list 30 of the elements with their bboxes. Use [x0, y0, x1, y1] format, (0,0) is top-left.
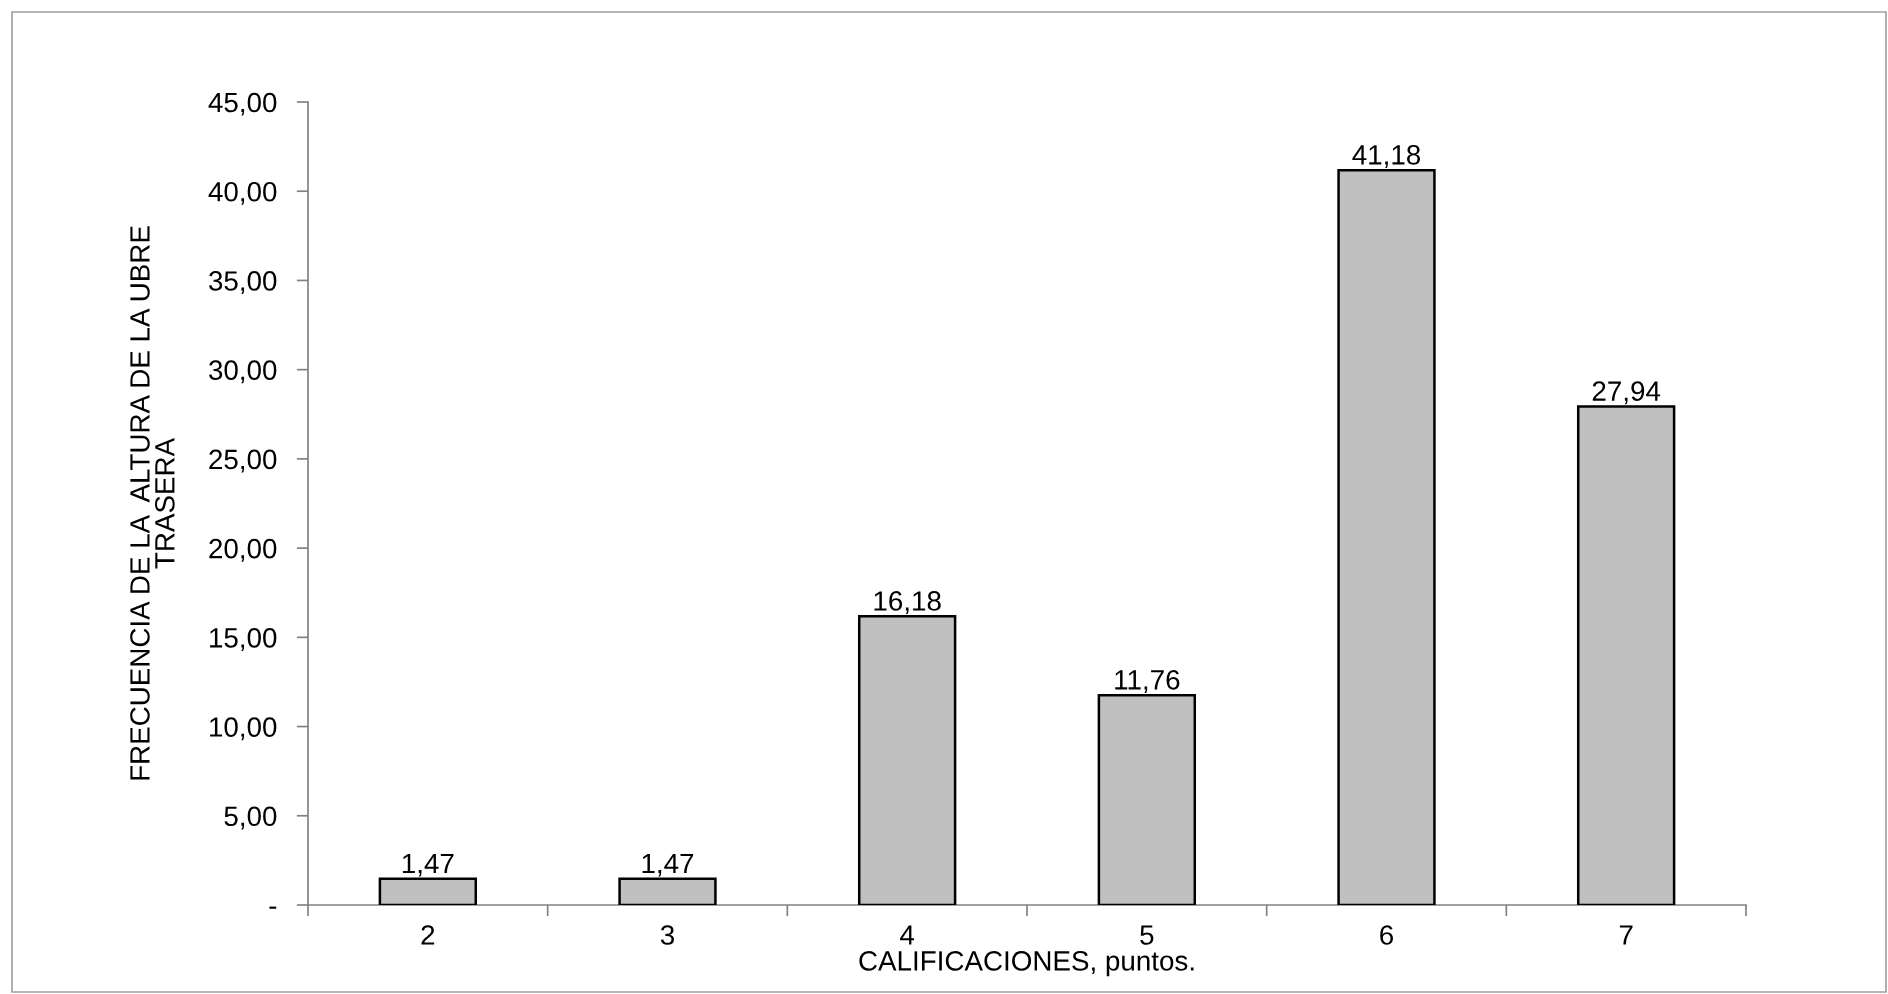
data-label: 11,76 [1115, 669, 1180, 693]
data-label: 1,47 [402, 853, 454, 877]
y-tick-label: 20,00 [209, 538, 277, 562]
data-label: 27,94 [1592, 381, 1661, 405]
x-tick-label: 3 [660, 925, 674, 945]
y-tick-label: 15,00 [210, 628, 277, 651]
bar [1576, 405, 1676, 905]
x-tick-label: 5 [1140, 925, 1154, 945]
data-label: 16,18 [874, 591, 941, 615]
y-tick-label: 5,00 [224, 806, 277, 830]
y-tick-label: 35,00 [209, 271, 277, 295]
x-tick-label: 4 [900, 925, 915, 945]
x-tick-label: 7 [1619, 925, 1633, 945]
x-tick-label: 6 [1380, 925, 1393, 945]
y-tick-label: - [269, 906, 277, 909]
y-tick-label: 30,00 [209, 360, 277, 384]
y-axis-title: FRECUENCIA DE LA ALTURA DE LA UBRE TRASERA [130, 226, 175, 780]
x-tick-label: 2 [421, 925, 435, 945]
bar [618, 877, 717, 905]
y-tick-label: 45,00 [208, 92, 277, 116]
y-tick-label: 25,00 [209, 449, 277, 473]
y-tick-label: 40,00 [208, 181, 277, 205]
data-label: 1,47 [642, 853, 694, 877]
data-label: 41,18 [1352, 145, 1421, 168]
y-tick-label: 10,00 [210, 717, 277, 741]
bar [1337, 168, 1436, 905]
x-axis-title: CALIFICACIONES, puntos. [859, 951, 1194, 977]
bar [1097, 693, 1197, 905]
bar [857, 615, 957, 905]
bar [378, 877, 478, 905]
